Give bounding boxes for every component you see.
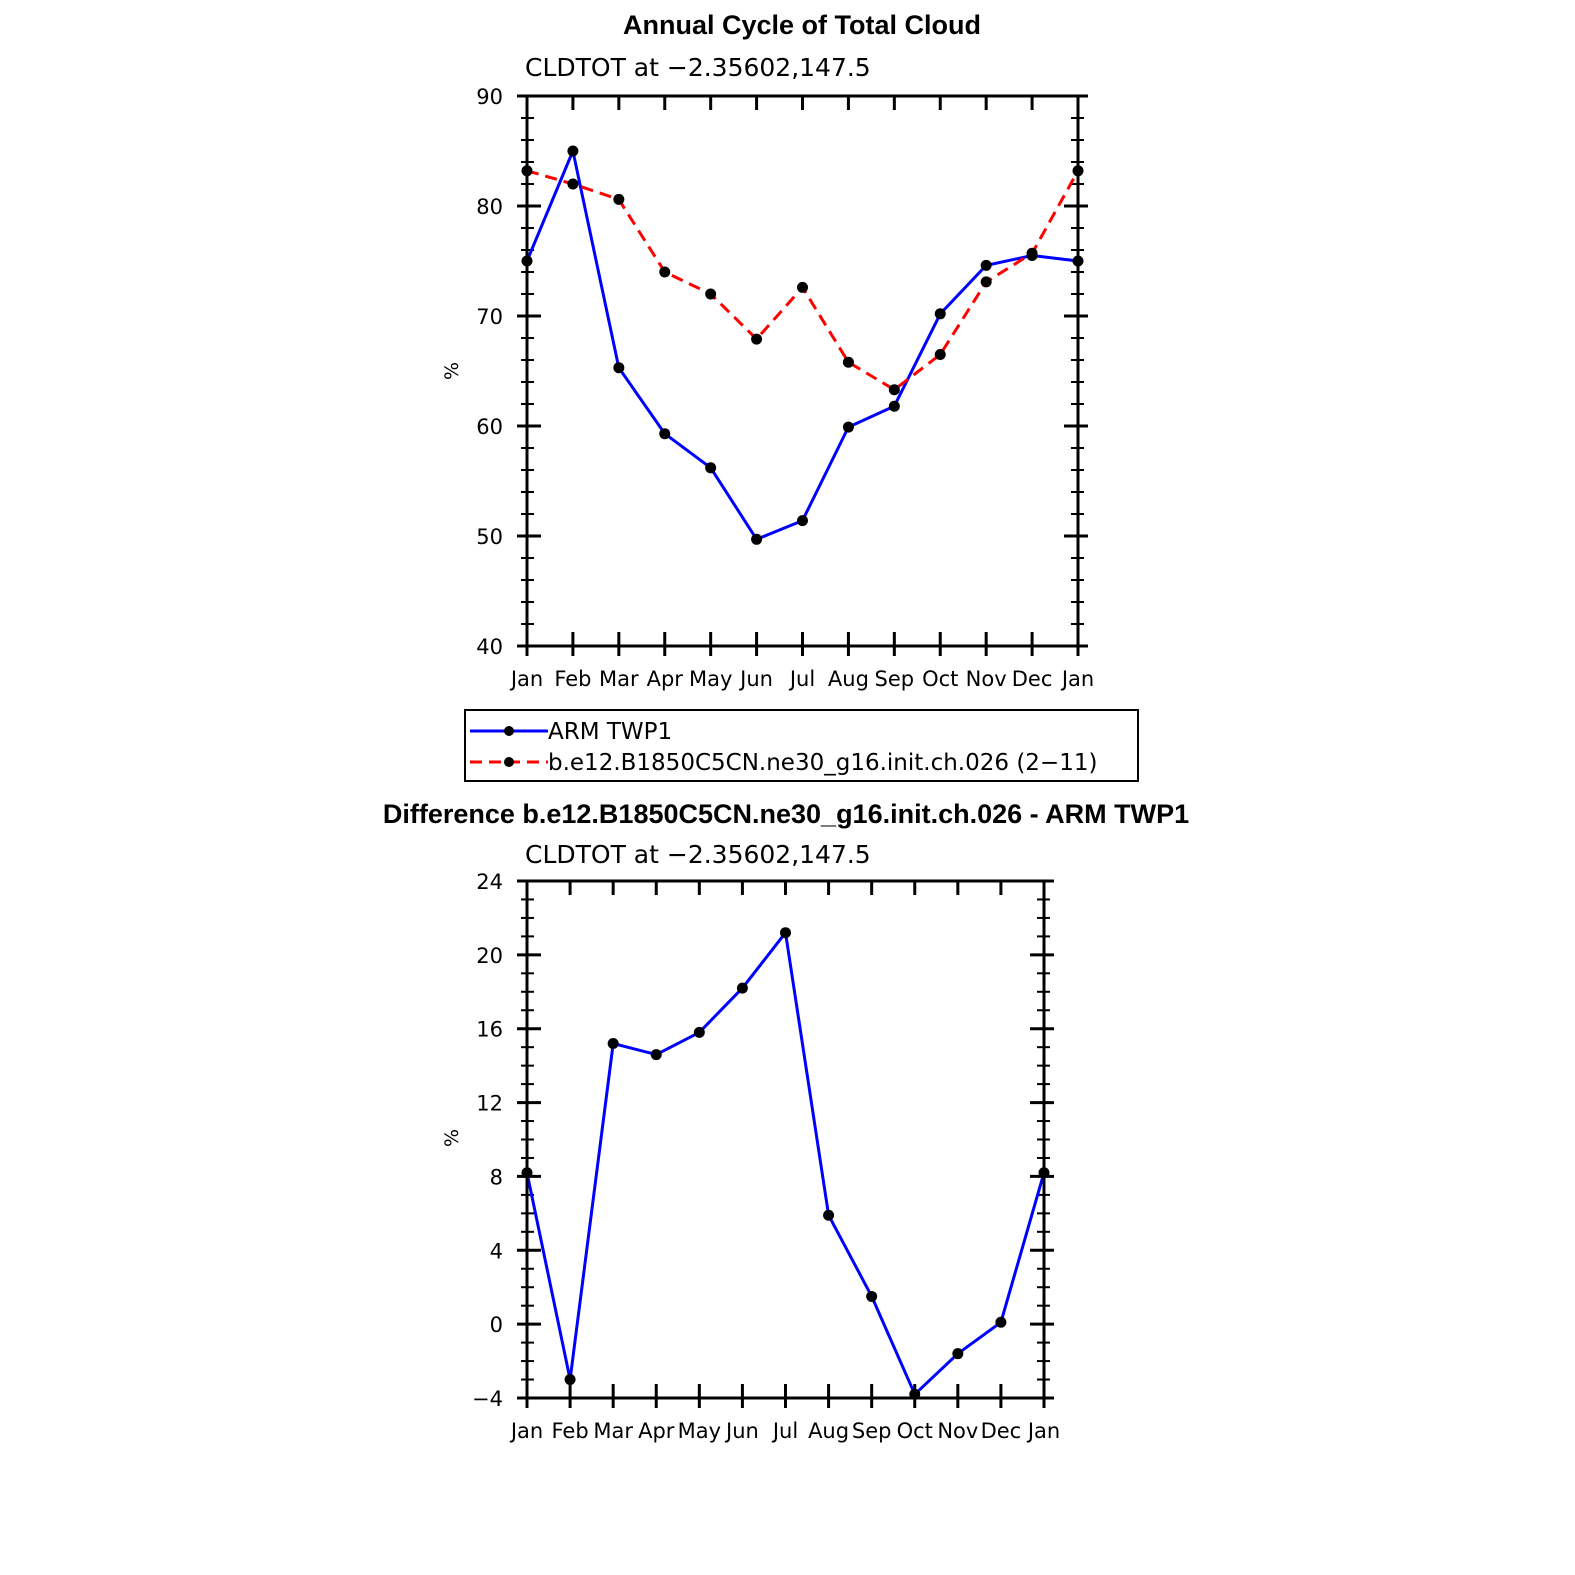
y-tick-label: 80 xyxy=(476,195,503,219)
series-1-point xyxy=(736,982,748,994)
y-tick-label: 50 xyxy=(476,525,503,549)
chart2-subtitle: CLDTOT at −2.35602,147.5 xyxy=(525,840,871,869)
legend-box xyxy=(464,709,1139,782)
x-tick-label: Dec xyxy=(981,1419,1022,1443)
chart2-y-axis-label: % xyxy=(441,1129,463,1147)
x-tick-label: Nov xyxy=(937,1419,978,1443)
series-2-point xyxy=(797,281,808,293)
series-1-point xyxy=(650,1049,662,1061)
y-tick-label: 12 xyxy=(476,1092,503,1116)
series-1-point xyxy=(888,400,900,412)
series-2-point xyxy=(659,266,671,278)
series-1-point xyxy=(567,145,579,157)
x-tick-label: Oct xyxy=(922,667,958,691)
series-1-point xyxy=(780,927,791,939)
x-tick-label: Apr xyxy=(638,1419,675,1443)
series-1-point xyxy=(693,1026,705,1038)
series-1-point xyxy=(995,1316,1007,1328)
y-tick-label: 20 xyxy=(476,944,503,968)
x-tick-label: Jul xyxy=(788,667,815,691)
y-tick-label: 16 xyxy=(476,1018,503,1042)
y-tick-label: 60 xyxy=(476,415,503,439)
chart1-title: Annual Cycle of Total Cloud xyxy=(623,10,981,40)
x-tick-label: Sep xyxy=(852,1419,892,1443)
series-1-point xyxy=(607,1037,619,1049)
legend-label-series-1: ARM TWP1 xyxy=(548,719,672,745)
x-tick-label: Jan xyxy=(1026,1419,1060,1443)
series-line-1 xyxy=(525,149,1079,541)
chart2-series xyxy=(521,927,1050,1400)
chart2-plot-frame xyxy=(525,879,1046,1400)
chart1-y-axis-label: % xyxy=(441,362,463,380)
x-tick-label: May xyxy=(689,667,732,691)
series-2-point xyxy=(842,356,854,368)
series-1-point xyxy=(952,1348,964,1360)
x-tick-label: Jun xyxy=(738,667,773,691)
series-2-point xyxy=(613,193,625,205)
series-1-point xyxy=(934,308,946,320)
series-1-point xyxy=(980,259,992,271)
y-tick-label: 0 xyxy=(490,1313,503,1337)
y-tick-label: 24 xyxy=(476,870,503,894)
series-2-point xyxy=(934,349,946,360)
series-2-point xyxy=(751,333,763,345)
y-tick-label: 40 xyxy=(476,635,503,659)
x-tick-label: Apr xyxy=(647,667,684,691)
chart2-title: Difference b.e12.B1850C5CN.ne30_g16.init… xyxy=(383,799,1189,829)
y-tick-label: 90 xyxy=(476,85,503,109)
y-tick-label: 4 xyxy=(490,1239,503,1263)
chart1-subtitle: CLDTOT at −2.35602,147.5 xyxy=(525,53,871,82)
y-tick-label: 8 xyxy=(490,1165,503,1189)
series-2-point xyxy=(1026,247,1038,259)
y-tick-label: −4 xyxy=(472,1387,503,1411)
x-tick-label: Mar xyxy=(599,667,639,691)
series-1-point xyxy=(823,1209,835,1221)
series-1-point xyxy=(866,1290,878,1302)
x-tick-label: Aug xyxy=(828,667,869,691)
series-1-point xyxy=(842,421,854,433)
chart1-legend: ARM TWP1 b.e12.B1850C5CN.ne30_g16.init.c… xyxy=(464,709,1139,782)
difference-chart: Difference b.e12.B1850C5CN.ne30_g16.init… xyxy=(383,799,1189,1443)
annual-cycle-chart: Annual Cycle of Total Cloud CLDTOT at −2… xyxy=(441,10,1094,691)
y-tick-label: 70 xyxy=(476,305,503,329)
x-tick-label: Nov xyxy=(966,667,1007,691)
x-tick-label: Feb xyxy=(551,1419,588,1443)
x-tick-label: Jun xyxy=(724,1419,759,1443)
series-2-point xyxy=(567,178,579,190)
series-1-point xyxy=(564,1374,576,1386)
x-tick-label: Feb xyxy=(554,667,591,691)
x-tick-label: Jan xyxy=(509,1419,543,1443)
x-tick-label: Jan xyxy=(1060,667,1094,691)
series-2-point xyxy=(980,276,992,288)
series-1-point xyxy=(751,533,763,545)
series-1-point xyxy=(797,515,808,527)
x-tick-label: May xyxy=(678,1419,721,1443)
x-tick-label: Jan xyxy=(509,667,543,691)
chart1-ticks: Jan Feb Mar Apr May Jun Jul Aug Sep Oct Nov Dec Jan4… xyxy=(476,85,1094,691)
chart1-plot-frame xyxy=(525,94,1080,648)
legend-label-series-2: b.e12.B1850C5CN.ne30_g16.init.ch.026 (2−… xyxy=(548,750,1097,776)
x-tick-label: Dec xyxy=(1012,667,1053,691)
legend-marker-series-2 xyxy=(504,757,514,767)
legend-marker-series-1 xyxy=(504,726,514,736)
series-line-2 xyxy=(526,169,1080,392)
x-tick-label: Sep xyxy=(875,667,915,691)
series-1-point xyxy=(659,428,671,440)
x-tick-label: Aug xyxy=(808,1419,849,1443)
series-line-1 xyxy=(525,931,1046,1396)
x-tick-label: Mar xyxy=(593,1419,633,1443)
chart1-series xyxy=(521,145,1084,545)
series-2-point xyxy=(888,384,900,396)
series-1-point xyxy=(613,362,625,374)
series-2-point xyxy=(705,288,717,300)
x-tick-label: Oct xyxy=(897,1419,933,1443)
x-tick-label: Jul xyxy=(771,1419,798,1443)
series-1-point xyxy=(705,462,717,474)
